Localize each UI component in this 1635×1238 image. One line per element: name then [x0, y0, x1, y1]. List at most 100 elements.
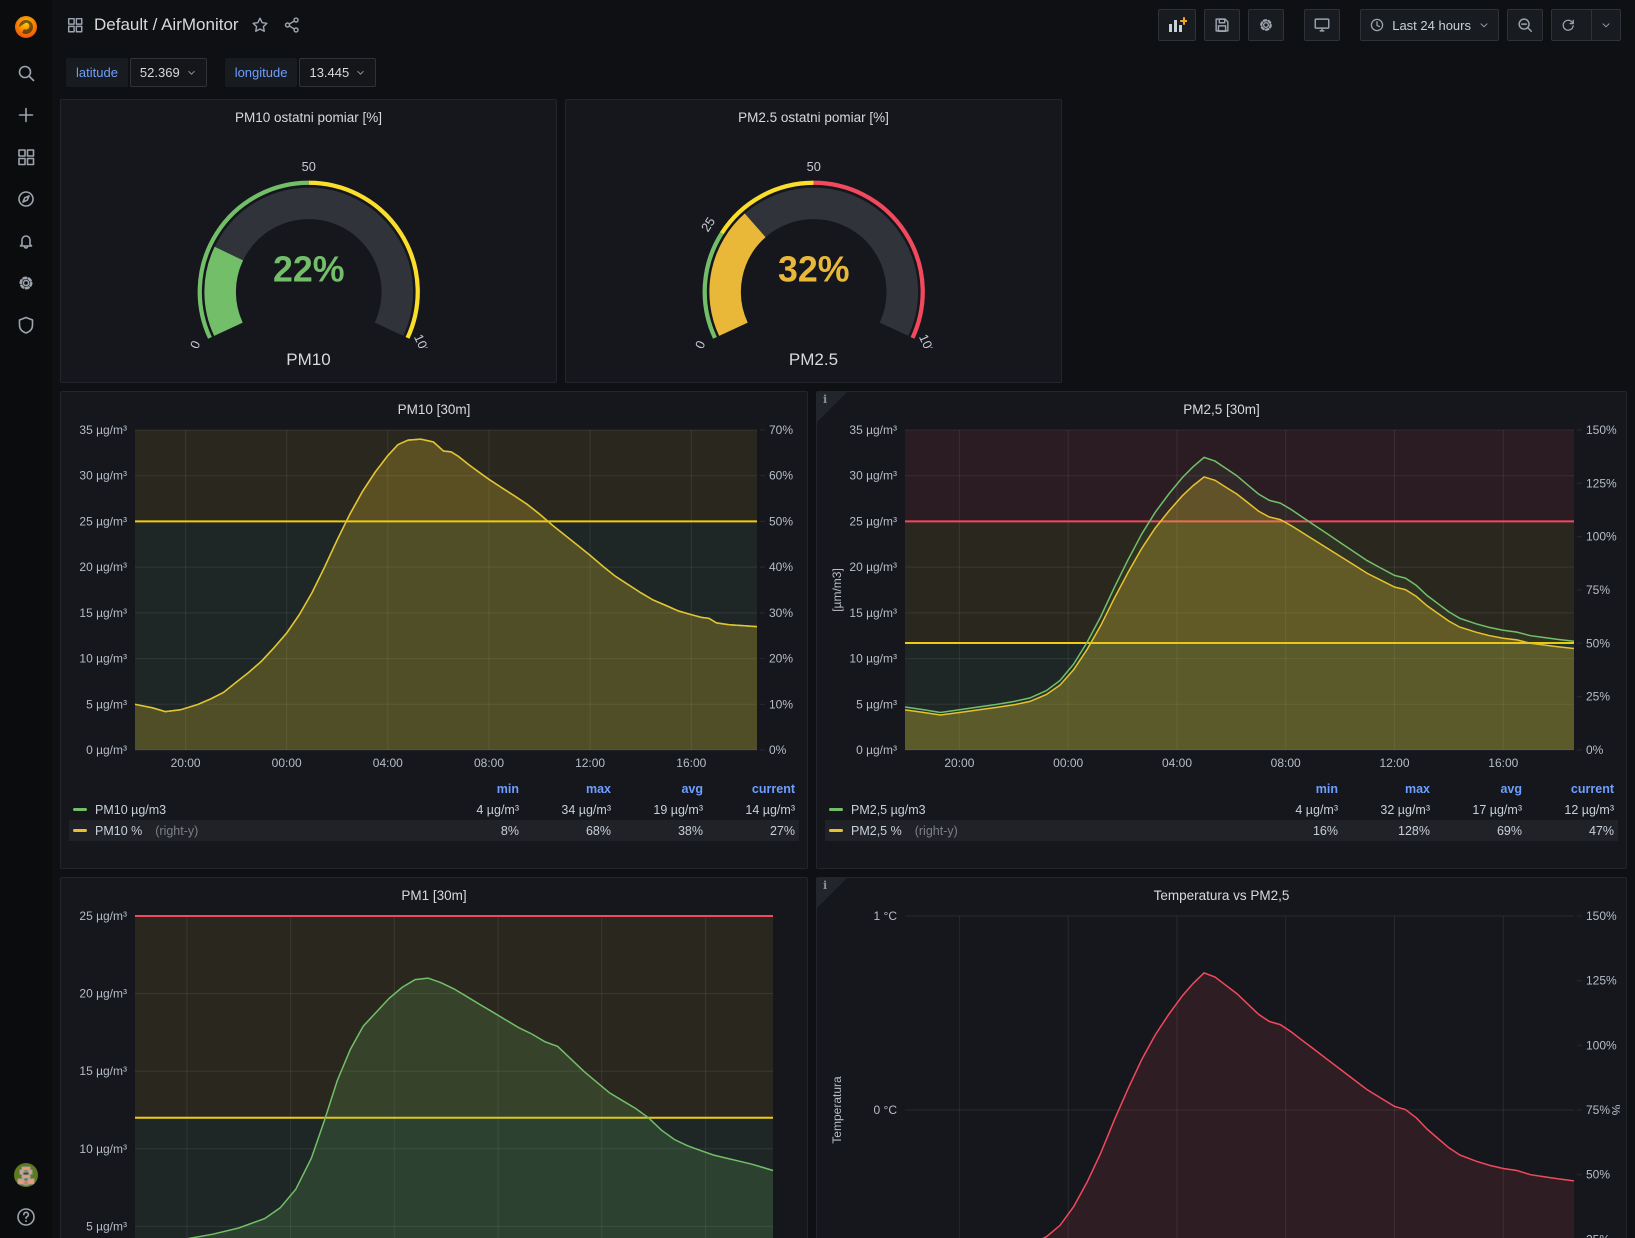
legend-col-current: current [751, 781, 795, 796]
panel-title[interactable]: PM2.5 ostatni pomiar [%] [738, 110, 889, 125]
svg-text:0 °C: 0 °C [874, 1103, 898, 1117]
panel-title[interactable]: Temperatura vs PM2,5 [1153, 888, 1290, 903]
sidebar-item-explore[interactable] [0, 178, 52, 220]
cycle-view-mode-button[interactable] [1304, 9, 1341, 41]
variable-longitude-value[interactable]: 13.445 [299, 58, 377, 87]
dashboard-grid: PM10 ostatni pomiar [%] 0 50 100 22% PM10 P… [52, 97, 1635, 1238]
variable-latitude-value[interactable]: 52.369 [129, 58, 207, 87]
sidebar-item-search[interactable] [0, 52, 52, 94]
legend-row[interactable]: PM10 µg/m3 4 µg/m³ 34 µg/m³ 19 µg/m³ 14 µg/… [69, 799, 799, 820]
svg-text:%: % [1609, 1105, 1620, 1116]
svg-text:10 µg/m³: 10 µg/m³ [79, 652, 127, 666]
gear-icon [1260, 19, 1273, 31]
time-range-picker[interactable]: Last 24 hours [1360, 9, 1499, 41]
svg-text:22%: 22% [273, 250, 345, 290]
svg-text:0 µg/m³: 0 µg/m³ [856, 743, 897, 757]
series-label: PM10 µg/m3 [95, 802, 167, 817]
svg-text:50%: 50% [1586, 1168, 1610, 1182]
temperatura-chart-canvas[interactable]: 1 °C0 °C0%25%50%75%100%125%150%20:0000:0… [825, 908, 1620, 1238]
svg-text:100%: 100% [1586, 1038, 1617, 1052]
nav-sidebar [0, 0, 52, 1238]
svg-text:50: 50 [301, 159, 315, 174]
series-color-dash [73, 829, 87, 832]
svg-text:16:00: 16:00 [676, 756, 706, 770]
svg-text:35 µg/m³: 35 µg/m³ [79, 423, 127, 437]
legend-row[interactable]: PM2,5 % (right-y) 16% 128% 69% 47% [825, 820, 1618, 841]
svg-text:20:00: 20:00 [944, 756, 974, 770]
sidebar-item-server-admin[interactable] [0, 304, 52, 346]
svg-text:60%: 60% [769, 469, 793, 483]
svg-text:Temperatura: Temperatura [830, 1076, 844, 1144]
svg-text:32%: 32% [778, 250, 850, 290]
sidebar-item-help[interactable] [0, 1196, 52, 1238]
legend-row[interactable]: PM10 % (right-y) 8% 68% 38% 27% [69, 820, 799, 841]
dashboard-toolbar: Last 24 hours [1150, 9, 1621, 41]
zoom-out-time-button[interactable] [1507, 9, 1543, 41]
sidebar-item-dashboards[interactable] [0, 136, 52, 178]
pm25-gauge: 0 25 50 100 32% [692, 159, 939, 348]
save-dashboard-button[interactable] [1204, 9, 1241, 41]
panel-title[interactable]: PM2,5 [30m] [1183, 402, 1260, 417]
svg-text:125%: 125% [1586, 476, 1617, 490]
svg-text:30%: 30% [769, 606, 793, 620]
breadcrumb[interactable]: Default / AirMonitor [94, 15, 239, 34]
grafana-logo[interactable] [0, 0, 52, 52]
panel-title[interactable]: PM10 ostatni pomiar [%] [234, 110, 383, 125]
dashboard-settings-button[interactable] [1248, 9, 1285, 41]
svg-text:125%: 125% [1586, 974, 1617, 988]
svg-text:0%: 0% [1586, 743, 1604, 757]
panel-pm25-gauge: PM2.5 ostatni pomiar [%] 0 25 50 100 32% PM2… [565, 99, 1062, 383]
series-color-dash [73, 808, 87, 811]
help-circle-icon [17, 1208, 35, 1226]
variable-longitude-current: 13.445 [309, 65, 350, 80]
legend-col-avg: avg [681, 781, 703, 796]
svg-text:100: 100 [411, 332, 434, 348]
pm10-gauge: 0 50 100 22% [187, 159, 434, 348]
apps-grid-icon [66, 16, 84, 34]
svg-text:100%: 100% [1586, 530, 1617, 544]
panel-pm10-gauge: PM10 ostatni pomiar [%] 0 50 100 22% PM10 [60, 99, 557, 383]
variable-latitude: latitude 52.369 [66, 58, 207, 87]
svg-text:150%: 150% [1586, 423, 1617, 437]
share-button[interactable] [281, 14, 303, 36]
series-label: PM2,5 % [851, 823, 902, 838]
panel-title[interactable]: PM1 [30m] [401, 888, 467, 903]
svg-text:20 µg/m³: 20 µg/m³ [79, 560, 127, 574]
svg-text:15 µg/m³: 15 µg/m³ [79, 606, 127, 620]
svg-text:20 µg/m³: 20 µg/m³ [79, 987, 127, 1001]
zoom-out-icon [1518, 18, 1533, 33]
pm25-legend: min max avg current PM2,5 µg/m3 4 µg/m³ 32 µ… [825, 778, 1618, 841]
plus-icon [18, 107, 34, 123]
svg-text:50%: 50% [1586, 636, 1610, 650]
refresh-interval-caret[interactable] [1591, 10, 1620, 40]
pm10-chart-canvas[interactable]: 0 µg/m³ 5 µg/m³ 10 µg/m³ 15 µg/m³ 20 µg/m³ 25… [69, 422, 801, 774]
svg-text:10 µg/m³: 10 µg/m³ [849, 652, 897, 666]
chevron-down-icon [1602, 23, 1610, 28]
gauge-metric-label: PM2.5 [788, 350, 839, 369]
add-panel-button[interactable] [1158, 9, 1197, 41]
pm10-legend: min max avg current PM10 µg/m3 4 µg/m³ 34 µg… [69, 778, 799, 841]
gauge-metric-label: PM10 [286, 350, 331, 369]
svg-text:75%: 75% [1586, 1103, 1610, 1117]
variable-longitude: longitude 13.445 [224, 58, 377, 87]
star-button[interactable] [249, 14, 271, 36]
panel-info-corner-icon[interactable]: i [817, 392, 847, 422]
refresh-button[interactable] [1551, 9, 1621, 41]
svg-text:30 µg/m³: 30 µg/m³ [849, 469, 897, 483]
legend-row[interactable]: PM2,5 µg/m3 4 µg/m³ 32 µg/m³ 17 µg/m³ 12 µg… [825, 799, 1618, 820]
sidebar-item-profile[interactable] [0, 1154, 52, 1196]
sidebar-item-create[interactable] [0, 94, 52, 136]
sidebar-item-alerting[interactable] [0, 220, 52, 262]
refresh-icon-segment[interactable] [1552, 10, 1584, 40]
pm25-chart-canvas[interactable]: 0 µg/m³ 5 µg/m³ 10 µg/m³ 15 µg/m³ 20 µg/m³ 25… [825, 422, 1620, 774]
panel-info-corner-icon[interactable]: i [817, 878, 847, 908]
star-icon [252, 17, 268, 33]
svg-text:0: 0 [187, 338, 204, 348]
svg-text:08:00: 08:00 [1271, 756, 1301, 770]
panel-title[interactable]: PM10 [30m] [397, 402, 471, 417]
legend-col-max: max [585, 781, 611, 796]
svg-text:00:00: 00:00 [272, 756, 302, 770]
sidebar-item-configuration[interactable] [0, 262, 52, 304]
